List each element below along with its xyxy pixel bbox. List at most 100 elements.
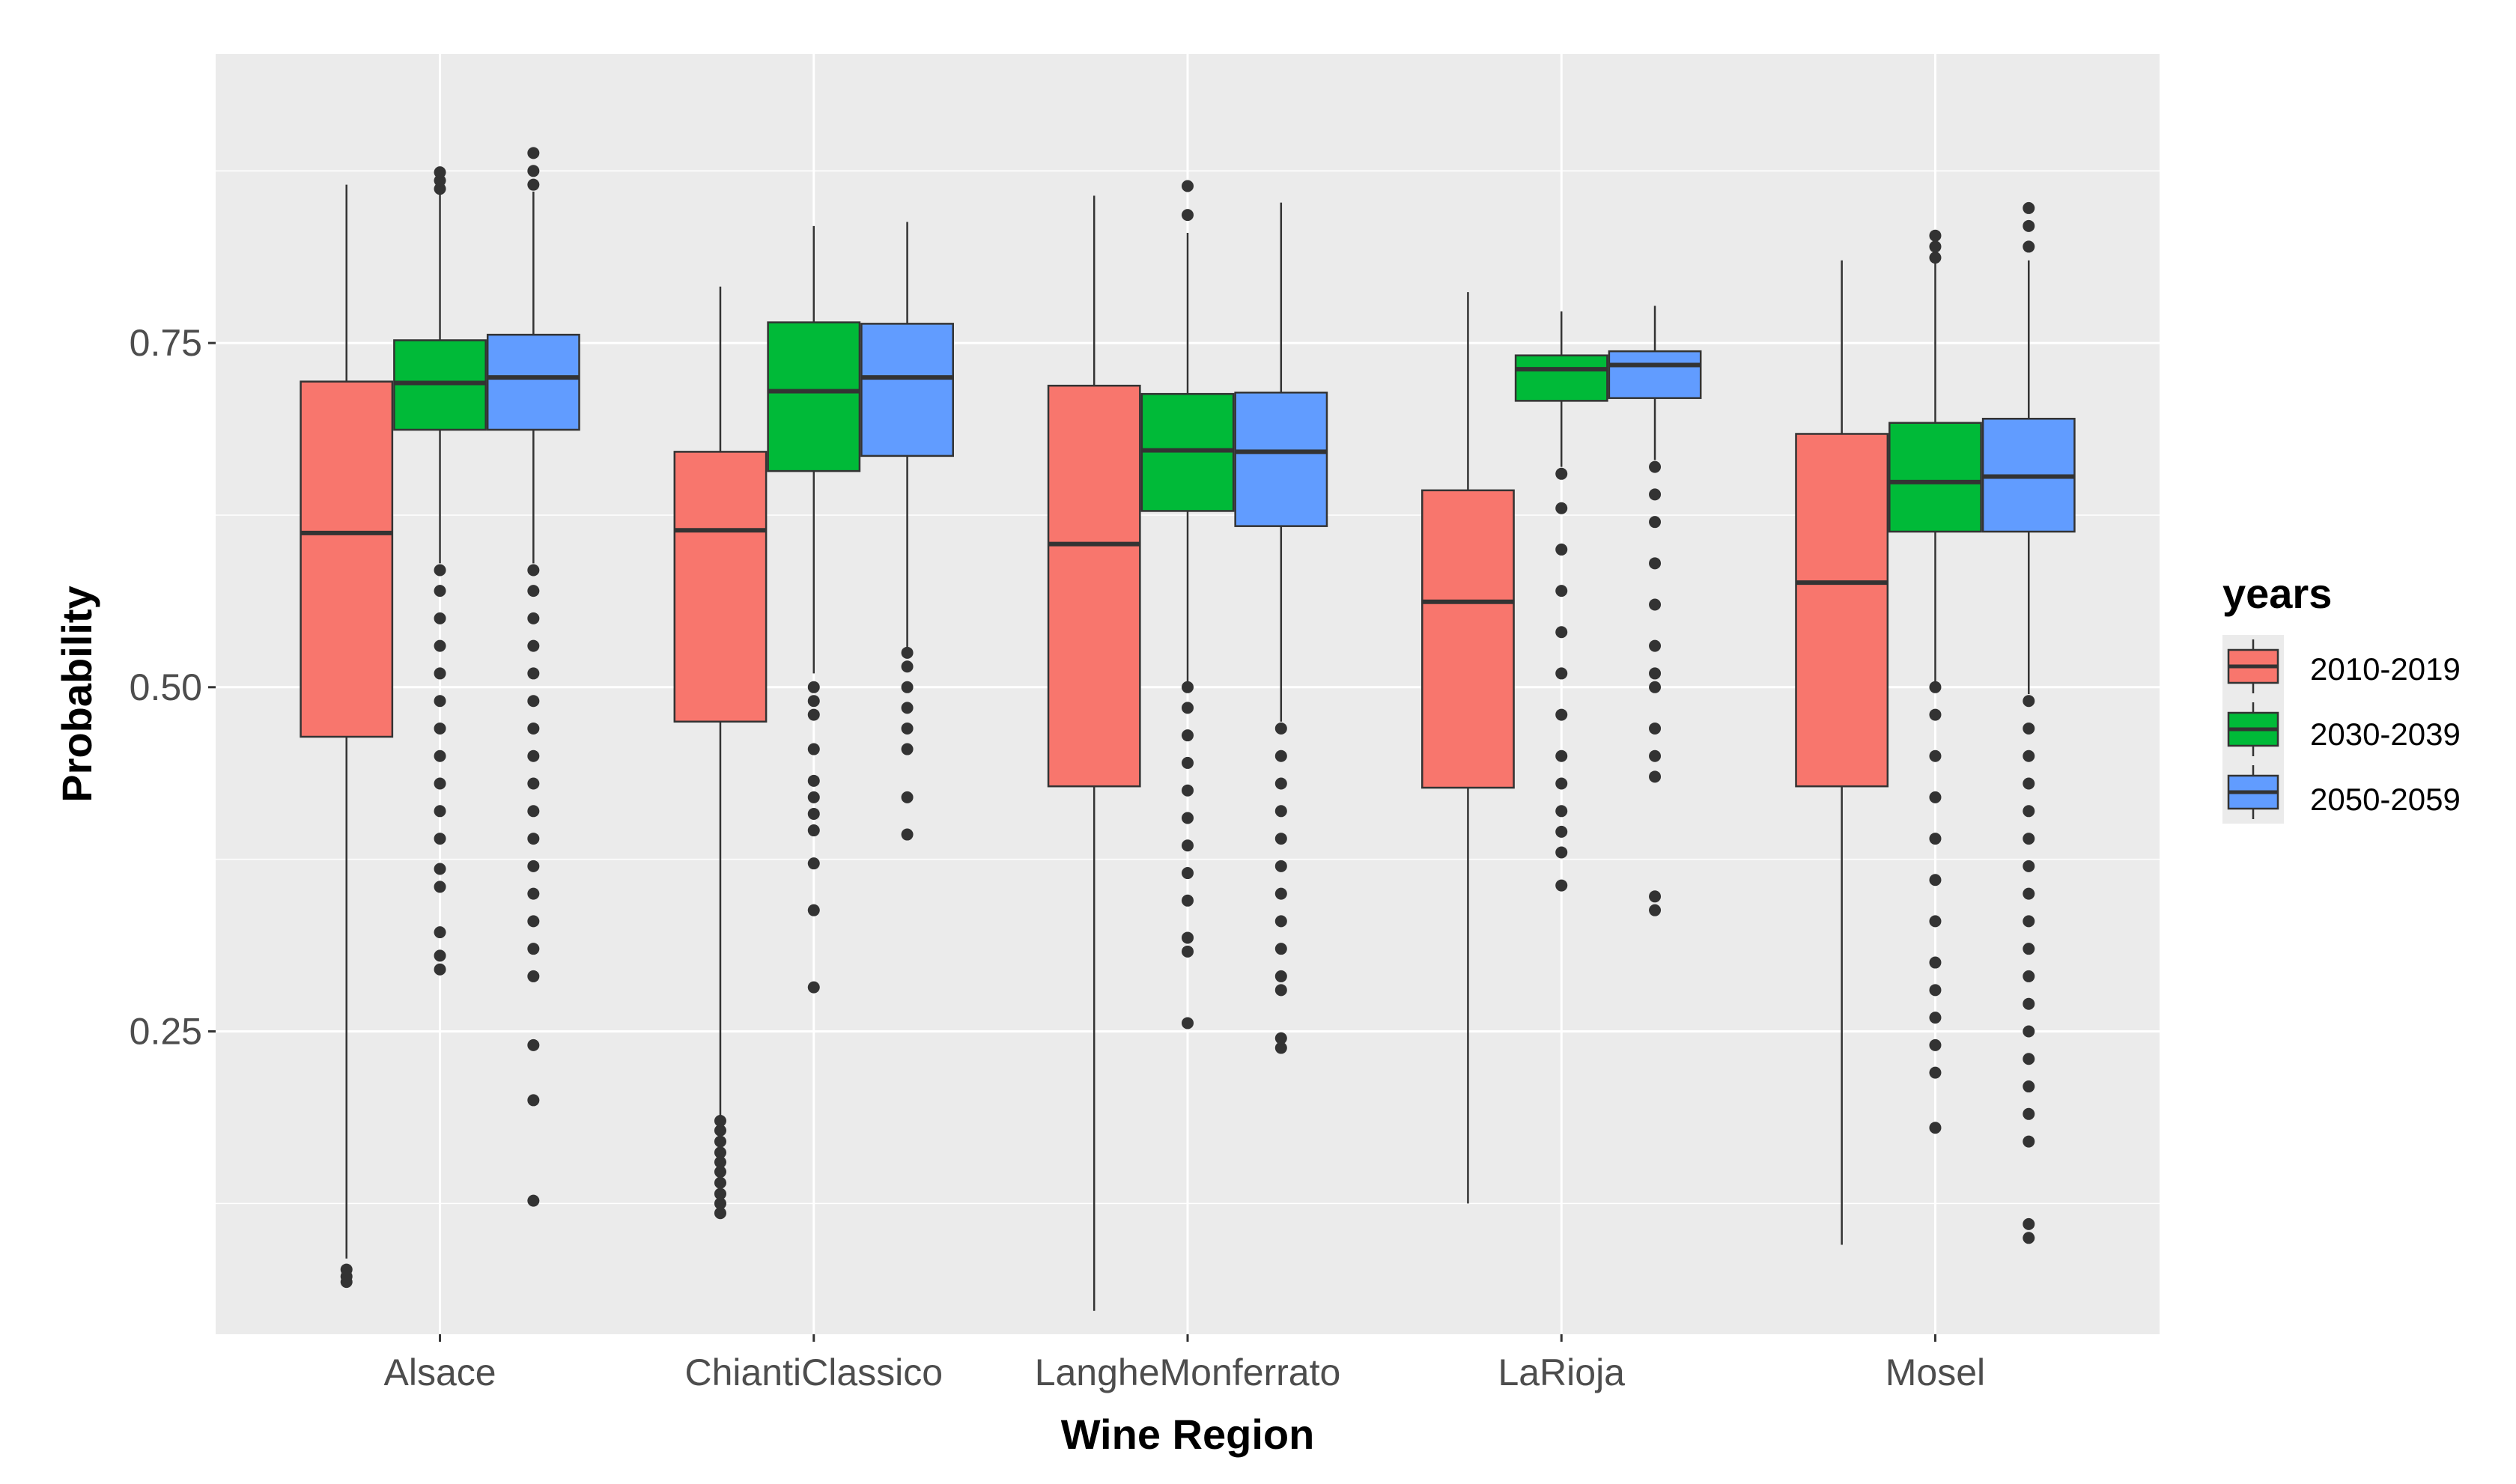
- outlier-point: [714, 1146, 726, 1159]
- outlier-point: [714, 1156, 726, 1169]
- outlier-point: [2023, 887, 2035, 900]
- outlier-point: [2023, 695, 2035, 708]
- outlier-point: [2023, 915, 2035, 928]
- outlier-point: [340, 1263, 353, 1276]
- outlier-point: [2023, 1135, 2035, 1148]
- outlier-point: [2023, 749, 2035, 762]
- outlier-point: [1649, 681, 1662, 693]
- outlier-point: [434, 667, 446, 680]
- outlier-point: [434, 585, 446, 597]
- outlier-point: [1274, 915, 1287, 928]
- outlier-point: [714, 1124, 726, 1137]
- box-layer: [300, 147, 2076, 1311]
- outlier-point: [2023, 777, 2035, 790]
- outlier-point: [714, 1187, 726, 1200]
- outlier-point: [527, 833, 540, 845]
- outlier-point: [1649, 749, 1662, 762]
- box-langhemonferrato-2010-2019: [1047, 195, 1141, 1311]
- outlier-point: [1555, 805, 1568, 818]
- outlier-point: [1649, 488, 1662, 501]
- outlier-point: [1649, 890, 1662, 903]
- box-mosel-2050-2059: [1981, 201, 2076, 1244]
- box-iqr: [673, 451, 768, 723]
- outlier-point: [1555, 667, 1568, 680]
- outlier-point: [1274, 777, 1287, 790]
- outlier-point: [807, 695, 820, 708]
- outlier-point: [1555, 467, 1568, 480]
- outlier-point: [714, 1207, 726, 1220]
- box-larioja-2050-2059: [1608, 305, 1702, 916]
- outlier-point: [901, 791, 914, 803]
- outlier-point: [1649, 904, 1662, 916]
- y-axis-title: Probability: [53, 586, 100, 802]
- y-tick-label: 0.50: [130, 666, 202, 708]
- outlier-point: [527, 887, 540, 900]
- outlier-point: [1274, 860, 1287, 872]
- outlier-point: [1274, 805, 1287, 818]
- box-langhemonferrato-2030-2039: [1140, 180, 1235, 1030]
- outlier-point: [1649, 598, 1662, 611]
- outlier-point: [1555, 777, 1568, 790]
- y-axis: 0.25 0.50 0.75: [130, 322, 216, 1052]
- legend-key-2010-2019: [2227, 639, 2279, 693]
- box-iqr: [1888, 422, 1982, 533]
- outlier-point: [1929, 984, 1942, 997]
- outlier-point: [1555, 846, 1568, 859]
- outlier-point: [1929, 1039, 1942, 1051]
- box-iqr: [1795, 433, 1889, 788]
- outlier-point: [1274, 833, 1287, 845]
- outlier-point: [2023, 970, 2035, 982]
- x-tick-label-chianticlassico: ChiantiClassico: [684, 1351, 943, 1393]
- outlier-point: [2023, 805, 2035, 818]
- outlier-point: [1182, 729, 1194, 742]
- outlier-point: [901, 660, 914, 673]
- box-alsace-2010-2019: [300, 184, 394, 1289]
- box-alsace-2050-2059: [486, 147, 580, 1207]
- outlier-point: [1274, 887, 1287, 900]
- outlier-point: [527, 1094, 540, 1107]
- box-alsace-2030-2039: [393, 166, 487, 976]
- outlier-point: [1182, 894, 1194, 907]
- outlier-point: [1182, 180, 1194, 192]
- outlier-point: [1182, 867, 1194, 880]
- outlier-point: [2023, 997, 2035, 1010]
- box-iqr: [486, 333, 580, 431]
- outlier-point: [1929, 229, 1942, 242]
- outlier-point: [1182, 839, 1194, 852]
- box-iqr: [1047, 384, 1141, 788]
- outlier-point: [1182, 784, 1194, 797]
- box-iqr: [767, 321, 861, 472]
- outlier-point: [527, 722, 540, 735]
- legend-label-2030-2039: 2030-2039: [2310, 717, 2461, 752]
- outlier-point: [527, 639, 540, 652]
- outlier-point: [434, 749, 446, 762]
- outlier-point: [1274, 1032, 1287, 1044]
- outlier-point: [714, 1166, 726, 1179]
- outlier-point: [1555, 543, 1568, 556]
- outlier-point: [434, 695, 446, 708]
- outlier-point: [527, 915, 540, 928]
- outlier-point: [2023, 1107, 2035, 1120]
- outlier-point: [527, 970, 540, 982]
- outlier-point: [1274, 1041, 1287, 1054]
- x-axis-title: Wine Region: [1061, 1411, 1315, 1458]
- outlier-point: [901, 828, 914, 841]
- x-axis: Alsace ChiantiClassico LangheMonferrato LaR…: [383, 1334, 1985, 1393]
- outlier-point: [2023, 1232, 2035, 1244]
- outlier-point: [434, 612, 446, 624]
- outlier-point: [714, 1176, 726, 1189]
- x-tick-label-mosel: Mosel: [1886, 1351, 1985, 1393]
- outlier-point: [1274, 943, 1287, 955]
- outlier-point: [1649, 667, 1662, 680]
- outlier-point: [527, 165, 540, 177]
- x-tick-label-alsace: Alsace: [383, 1351, 496, 1393]
- outlier-point: [527, 860, 540, 872]
- outlier-point: [807, 681, 820, 693]
- outlier-point: [807, 708, 820, 721]
- outlier-point: [527, 749, 540, 762]
- legend: years 2010-2019 2030-2039 2050-2059: [2222, 570, 2461, 824]
- outlier-point: [434, 564, 446, 577]
- outlier-point: [714, 1115, 726, 1127]
- outlier-point: [1555, 585, 1568, 597]
